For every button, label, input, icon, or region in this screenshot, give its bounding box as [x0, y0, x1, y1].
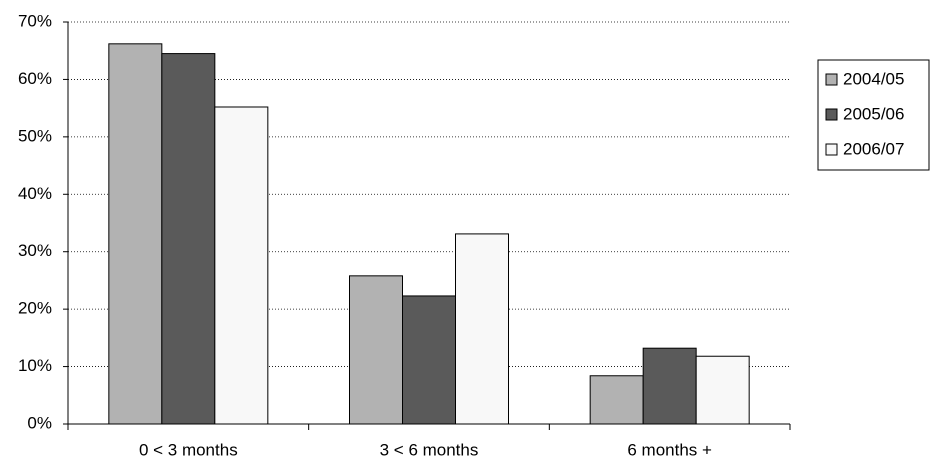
bar — [642, 347, 697, 425]
y-tick-label: 20% — [18, 299, 52, 318]
bar — [695, 355, 750, 425]
x-tick-label: 0 < 3 months — [139, 440, 238, 459]
legend-swatch — [825, 73, 838, 86]
bar — [455, 233, 509, 425]
legend-label: 2006/07 — [843, 139, 904, 158]
y-tick-label: 0% — [27, 413, 52, 432]
bar — [161, 53, 216, 425]
y-tick-label: 60% — [18, 69, 52, 88]
legend-swatch — [825, 143, 838, 156]
x-tick-label: 3 < 6 months — [380, 440, 479, 459]
y-tick-label: 50% — [18, 126, 52, 145]
y-tick-label: 10% — [18, 356, 52, 375]
bar — [349, 275, 403, 425]
y-tick-label: 30% — [18, 241, 52, 260]
legend-label: 2004/05 — [843, 69, 904, 88]
bar — [214, 106, 269, 425]
y-tick-label: 70% — [18, 11, 52, 30]
bar — [402, 295, 456, 425]
legend-label: 2005/06 — [843, 104, 904, 123]
x-tick-label: 6 months + — [627, 440, 712, 459]
bar — [589, 375, 644, 425]
y-tick-label: 40% — [18, 184, 52, 203]
bar — [108, 43, 163, 425]
legend-swatch — [825, 108, 838, 121]
